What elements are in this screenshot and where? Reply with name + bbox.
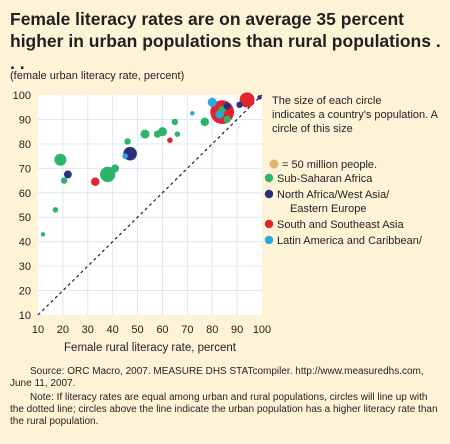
x-tick-label: 50	[131, 324, 143, 336]
y-tick-label: 50	[19, 212, 31, 224]
data-point	[111, 164, 120, 173]
data-point	[91, 177, 100, 187]
data-point	[257, 95, 262, 100]
x-tick-label: 40	[107, 324, 119, 336]
size-reference-circle	[269, 159, 279, 169]
data-point	[171, 118, 179, 126]
data-point	[207, 97, 217, 107]
legend-label: Latin America and Caribbean/	[277, 235, 423, 247]
y-tick-label: 30	[19, 261, 31, 273]
chart-title: Female literacy rates are on average 35 …	[10, 9, 441, 73]
note-text: Note: If literacy rates are equal among …	[10, 392, 438, 427]
source-text: Source: ORC Macro, 2007. MEASURE DHS STA…	[10, 366, 424, 389]
y-tick-label: 100	[13, 90, 31, 102]
data-point	[174, 131, 181, 137]
legend-swatch	[264, 189, 274, 199]
size-legend-value: = 50 million people.	[282, 159, 377, 171]
x-tick-label: 100	[253, 324, 271, 336]
legend-label: Sub-Saharan Africa	[277, 173, 373, 185]
x-axis-label: Female rural literacy rate, percent	[64, 342, 237, 354]
y-tick-label: 90	[19, 114, 31, 126]
y-tick-label: 40	[19, 237, 31, 249]
y-tick-label: 20	[19, 286, 31, 298]
x-tick-label: 30	[82, 324, 94, 336]
x-tick-label: 90	[231, 324, 243, 336]
data-point	[200, 117, 209, 127]
data-point	[167, 137, 173, 143]
x-tick-labels: 10 20 30 40 50 60 70 80 90 100	[32, 324, 271, 336]
y-tick-label: 80	[19, 139, 31, 151]
source-notes: Source: ORC Macro, 2007. MEASURE DHS STA…	[10, 366, 442, 428]
data-point	[54, 153, 67, 166]
size-legend: The size of each circle indicates a count…	[269, 95, 439, 171]
x-tick-label: 20	[57, 324, 69, 336]
y-tick-label: 10	[19, 310, 31, 322]
legend-swatch	[264, 173, 274, 183]
x-tick-label: 60	[156, 324, 168, 336]
data-point	[60, 177, 68, 184]
data-point	[100, 166, 116, 183]
data-point	[140, 129, 150, 139]
data-point	[218, 106, 226, 114]
y-tick-labels: 10 20 30 40 50 60 70 80 90 100	[13, 90, 31, 322]
size-legend-text: The size of each circle indicates a count…	[272, 95, 439, 135]
data-point	[122, 153, 128, 159]
legend-swatch	[264, 235, 274, 245]
x-tick-label: 10	[32, 324, 44, 336]
data-point	[40, 232, 46, 237]
data-point	[153, 130, 162, 138]
data-point	[63, 170, 72, 179]
data-point	[239, 92, 255, 108]
data-point	[223, 115, 231, 124]
data-point	[236, 101, 243, 108]
data-points	[40, 92, 262, 237]
data-point	[52, 207, 59, 213]
legend-swatch	[264, 219, 274, 229]
legend: Sub-Saharan Africa North Africa/West Asia…	[264, 173, 423, 247]
data-point	[223, 102, 231, 110]
data-point	[124, 138, 131, 145]
x-tick-label: 80	[206, 324, 218, 336]
y-tick-label: 70	[19, 163, 31, 175]
data-point	[190, 111, 195, 116]
y-axis-label: (female urban literacy rate, percent)	[10, 70, 185, 82]
legend-label: South and Southeast Asia	[277, 219, 404, 231]
x-tick-label: 70	[181, 324, 193, 336]
y-tick-label: 60	[19, 188, 31, 200]
legend-label: North Africa/West Asia/Eastern Europe	[277, 189, 390, 215]
equality-diagonal	[37, 94, 263, 316]
